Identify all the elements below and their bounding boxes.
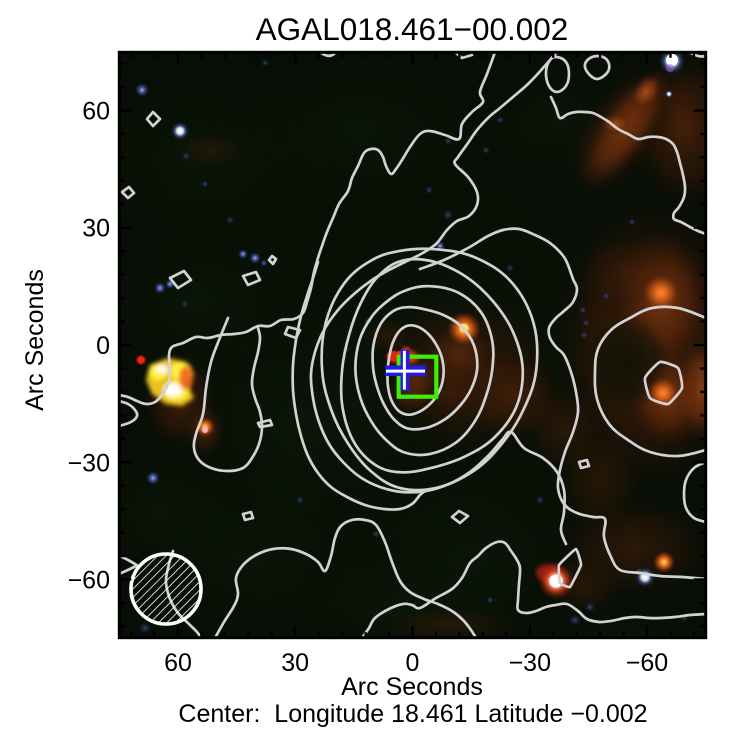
svg-text:60: 60	[164, 649, 192, 677]
svg-text:AGAL018.461−00.002: AGAL018.461−00.002	[256, 11, 569, 47]
svg-text:0: 0	[406, 649, 420, 677]
svg-text:−60: −60	[626, 649, 668, 677]
svg-text:30: 30	[281, 649, 309, 677]
svg-text:−30: −30	[509, 649, 551, 677]
svg-text:0: 0	[96, 332, 110, 360]
svg-text:−30: −30	[68, 449, 110, 477]
svg-text:Arc Seconds: Arc Seconds	[341, 673, 483, 701]
svg-text:−60: −60	[68, 567, 110, 595]
svg-text:Arc Seconds: Arc Seconds	[21, 269, 49, 411]
svg-text:60: 60	[82, 98, 110, 126]
svg-text:Center: Longitude 18.461 Lati: Center: Longitude 18.461 Latitude −0.002	[178, 700, 647, 728]
svg-text:30: 30	[82, 215, 110, 243]
